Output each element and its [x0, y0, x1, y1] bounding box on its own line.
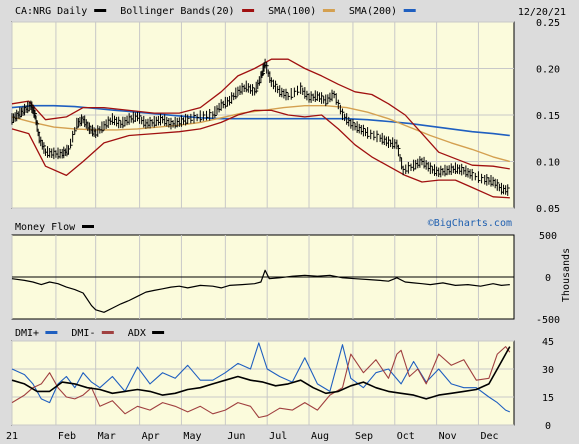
- y-tick-label: 0.25: [536, 18, 560, 29]
- legend-label: SMA(200): [349, 6, 397, 17]
- bollinger-upper-line: [11, 58, 510, 170]
- dmi-series: [11, 342, 511, 419]
- x-tick-label: Aug: [311, 431, 329, 442]
- legend-label: ADX: [128, 328, 146, 339]
- legend-swatch: [242, 9, 255, 12]
- legend-label: Money Flow: [15, 222, 76, 233]
- adx-line: [11, 346, 511, 400]
- x-tick-label: Mar: [98, 431, 116, 442]
- y-tick-label: 0.20: [536, 65, 560, 76]
- legend-swatch: [94, 9, 107, 12]
- price-y-axis: 0.05 0.10 0.15 0.20 0.25: [536, 18, 560, 215]
- y-tick-label: 0: [545, 421, 551, 432]
- watermark-label: ©BigCharts.com: [428, 218, 512, 229]
- x-tick-label: Jul: [269, 431, 287, 442]
- dmi-plus-line: [11, 342, 511, 413]
- x-tick-label: Sep: [355, 431, 373, 442]
- sma200-line: [11, 104, 510, 137]
- legend-label: Bollinger Bands(20): [120, 6, 234, 17]
- x-tick-label: Apr: [142, 431, 160, 442]
- money-flow-y-axis-label: Thousands: [561, 248, 572, 302]
- dmi-legend: DMI+ DMI- ADX: [15, 328, 165, 339]
- x-tick-label: Dec: [480, 431, 498, 442]
- x-tick-label: Jun: [227, 431, 245, 442]
- x-tick-label: Oct: [397, 431, 415, 442]
- y-tick-label: 500: [539, 231, 557, 242]
- legend-label: DMI-: [71, 328, 95, 339]
- legend-swatch: [101, 331, 114, 334]
- y-tick-label: 0.15: [536, 111, 560, 122]
- money-flow-panel: 500 0 -500 Money Flow Thousands: [11, 222, 572, 326]
- money-flow-line: [11, 269, 510, 313]
- legend-swatch: [82, 225, 94, 228]
- price-gridlines: [11, 21, 514, 209]
- x-tick-label: 21: [6, 431, 18, 442]
- legend-label: SMA(100): [268, 6, 316, 17]
- bollinger-lower-line: [11, 109, 510, 199]
- x-tick-label: May: [183, 431, 201, 442]
- legend-swatch: [45, 331, 58, 334]
- money-flow-series: [11, 269, 514, 313]
- money-flow-legend: Money Flow: [15, 222, 94, 233]
- y-tick-label: 0.10: [536, 158, 560, 169]
- y-tick-label: 0: [545, 273, 551, 284]
- y-tick-label: 30: [542, 365, 554, 376]
- price-legend: CA:NRG Daily Bollinger Bands(20) SMA(100) S…: [15, 6, 416, 17]
- date-label: 12/20/21: [518, 7, 566, 18]
- y-tick-label: -500: [536, 315, 560, 326]
- x-tick-label: Nov: [439, 431, 457, 442]
- price-series: [11, 58, 510, 199]
- legend-label: CA:NRG Daily: [15, 6, 87, 17]
- x-tick-label: Feb: [58, 431, 76, 442]
- price-panel: 0.05 0.10 0.15 0.20 0.25 ©BigCharts.com CA:N…: [11, 6, 566, 229]
- y-tick-label: 45: [542, 337, 554, 348]
- x-axis-labels: 21 Feb Mar Apr May Jun Jul Aug Sep Oct Nov Dec: [6, 431, 499, 442]
- money-flow-y-axis: 500 0 -500: [536, 231, 560, 326]
- y-tick-label: 0.05: [536, 204, 560, 215]
- legend-swatch: [152, 331, 165, 334]
- dmi-minus-line: [11, 346, 511, 419]
- legend-label: DMI+: [15, 328, 39, 339]
- legend-swatch: [322, 9, 335, 12]
- dmi-panel: 45 30 15 0 DMI+ DMI- ADX: [11, 328, 554, 432]
- legend-swatch: [403, 9, 416, 12]
- dmi-y-axis: 45 30 15 0: [542, 337, 554, 432]
- y-tick-label: 15: [542, 393, 554, 404]
